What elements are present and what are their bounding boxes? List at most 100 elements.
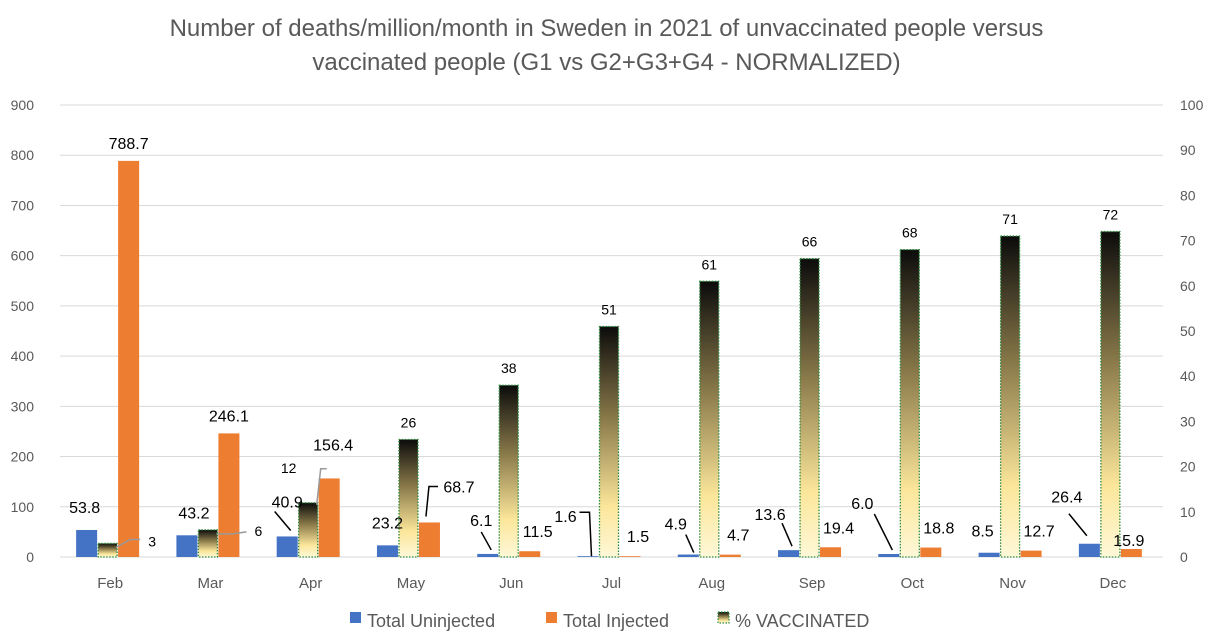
bar-vaccinated bbox=[899, 248, 920, 558]
label-vaccinated: 26 bbox=[401, 414, 417, 430]
bar-total-uninjected bbox=[76, 529, 98, 557]
chart-title-line-1: Number of deaths/million/month in Sweden… bbox=[169, 15, 1044, 42]
bar-vaccinated bbox=[1100, 230, 1121, 558]
leader-line bbox=[274, 510, 292, 531]
right-tick-label: 60 bbox=[1180, 278, 1196, 294]
bar-total-injected bbox=[719, 554, 741, 557]
bar-total-injected bbox=[118, 160, 140, 557]
bar-total-injected bbox=[519, 551, 541, 557]
leader-line bbox=[425, 485, 438, 517]
bar-total-injected bbox=[619, 556, 641, 557]
bar-total-uninjected bbox=[276, 536, 298, 557]
leader-line bbox=[480, 531, 492, 551]
right-tick-label: 0 bbox=[1180, 549, 1188, 565]
left-tick-label: 0 bbox=[26, 549, 34, 565]
label-total-injected: 246.1 bbox=[209, 408, 249, 425]
bar-total-uninjected bbox=[176, 535, 198, 557]
bar-vaccinated bbox=[97, 542, 118, 558]
label-total-uninjected: 53.8 bbox=[69, 500, 100, 517]
label-total-injected: 156.4 bbox=[313, 437, 353, 454]
label-total-uninjected: 1.6 bbox=[554, 509, 576, 526]
label-vaccinated: 68 bbox=[902, 225, 918, 241]
data-labels: 788.7 53.8 3 246.1 43.2 6 156.4 40.9 12 68.7 23.2 2… bbox=[69, 136, 1145, 557]
label-total-injected: 12.7 bbox=[1024, 524, 1055, 541]
legend: Total Uninjected Total Injected % VACCIN… bbox=[350, 611, 869, 631]
bar-total-uninjected bbox=[778, 550, 800, 557]
bar-vaccinated bbox=[498, 384, 519, 558]
category-label: Apr bbox=[299, 575, 322, 592]
right-tick-label: 50 bbox=[1180, 323, 1196, 339]
bar-total-injected bbox=[418, 522, 440, 557]
right-tick-label: 90 bbox=[1180, 142, 1196, 158]
bars bbox=[76, 160, 1142, 558]
label-total-injected: 4.7 bbox=[727, 528, 749, 545]
left-tick-label: 200 bbox=[11, 449, 35, 465]
category-label: May bbox=[397, 575, 426, 592]
category-axis: Feb Mar Apr May Jun Jul Aug Sep Oct Nov Dec bbox=[97, 575, 1126, 592]
label-total-injected: 1.5 bbox=[627, 529, 649, 546]
legend-label-vaccinated: % VACCINATED bbox=[735, 611, 869, 631]
legend-swatch-total-uninjected bbox=[350, 612, 361, 623]
leader-line bbox=[781, 522, 793, 547]
label-total-injected: 68.7 bbox=[443, 479, 474, 496]
label-total-injected: 18.8 bbox=[923, 521, 954, 538]
label-total-uninjected: 4.9 bbox=[665, 517, 687, 534]
label-vaccinated: 51 bbox=[601, 301, 617, 317]
legend-label-total-uninjected: Total Uninjected bbox=[367, 611, 495, 631]
bar-total-uninjected bbox=[577, 556, 599, 557]
label-vaccinated: 71 bbox=[1002, 211, 1018, 227]
bar-total-injected bbox=[218, 433, 240, 557]
leader-line bbox=[315, 468, 327, 505]
legend-swatch-total-injected bbox=[546, 612, 557, 623]
bar-total-injected bbox=[820, 547, 842, 557]
category-label: Nov bbox=[999, 575, 1026, 592]
left-tick-label: 700 bbox=[11, 197, 35, 213]
bar-total-uninjected bbox=[477, 553, 499, 557]
category-label: Sep bbox=[799, 575, 826, 592]
label-vaccinated: 38 bbox=[501, 360, 517, 376]
left-tick-label: 500 bbox=[11, 298, 35, 314]
left-tick-label: 100 bbox=[11, 499, 35, 515]
bar-vaccinated bbox=[799, 258, 820, 558]
leader-line bbox=[579, 511, 593, 557]
label-vaccinated: 6 bbox=[255, 523, 263, 539]
bar-total-uninjected bbox=[978, 552, 1000, 557]
bar-total-injected bbox=[1020, 550, 1042, 557]
right-tick-label: 20 bbox=[1180, 459, 1196, 475]
left-tick-label: 800 bbox=[11, 147, 35, 163]
bar-total-injected bbox=[1120, 549, 1142, 557]
leader-line bbox=[873, 513, 893, 551]
bar-vaccinated bbox=[398, 438, 419, 558]
category-label: Feb bbox=[97, 575, 123, 592]
label-total-injected: 19.4 bbox=[823, 520, 854, 537]
leader-line bbox=[1068, 513, 1088, 537]
label-total-injected: 11.5 bbox=[523, 524, 553, 541]
bar-total-injected bbox=[318, 478, 340, 557]
left-axis: 0 100 200 300 400 500 600 700 800 900 bbox=[11, 97, 35, 565]
label-vaccinated: 12 bbox=[281, 460, 297, 476]
label-vaccinated: 61 bbox=[701, 256, 717, 272]
bar-vaccinated bbox=[197, 529, 219, 558]
label-vaccinated: 3 bbox=[148, 533, 156, 549]
bar-vaccinated bbox=[298, 502, 319, 558]
bar-total-uninjected bbox=[878, 553, 900, 557]
left-tick-label: 400 bbox=[11, 348, 35, 364]
bar-total-uninjected bbox=[376, 545, 398, 557]
label-vaccinated: 72 bbox=[1103, 207, 1119, 223]
left-tick-label: 900 bbox=[11, 97, 35, 113]
label-total-uninjected: 13.6 bbox=[754, 507, 785, 524]
right-tick-label: 70 bbox=[1180, 233, 1196, 249]
bar-vaccinated bbox=[699, 280, 720, 558]
bar-vaccinated bbox=[999, 235, 1021, 558]
category-label: Jul bbox=[602, 575, 621, 592]
category-label: Dec bbox=[1100, 575, 1127, 592]
leader-line bbox=[216, 531, 247, 535]
label-total-uninjected: 40.9 bbox=[272, 494, 303, 511]
chart-title-line-2: vaccinated people (G1 vs G2+G3+G4 - NORM… bbox=[312, 49, 901, 76]
legend-swatch-vaccinated bbox=[717, 611, 730, 624]
label-total-injected: 788.7 bbox=[109, 136, 149, 153]
label-vaccinated: 66 bbox=[802, 234, 818, 250]
label-total-uninjected: 6.0 bbox=[851, 496, 873, 513]
right-tick-label: 80 bbox=[1180, 187, 1196, 203]
bar-total-injected bbox=[920, 547, 942, 557]
